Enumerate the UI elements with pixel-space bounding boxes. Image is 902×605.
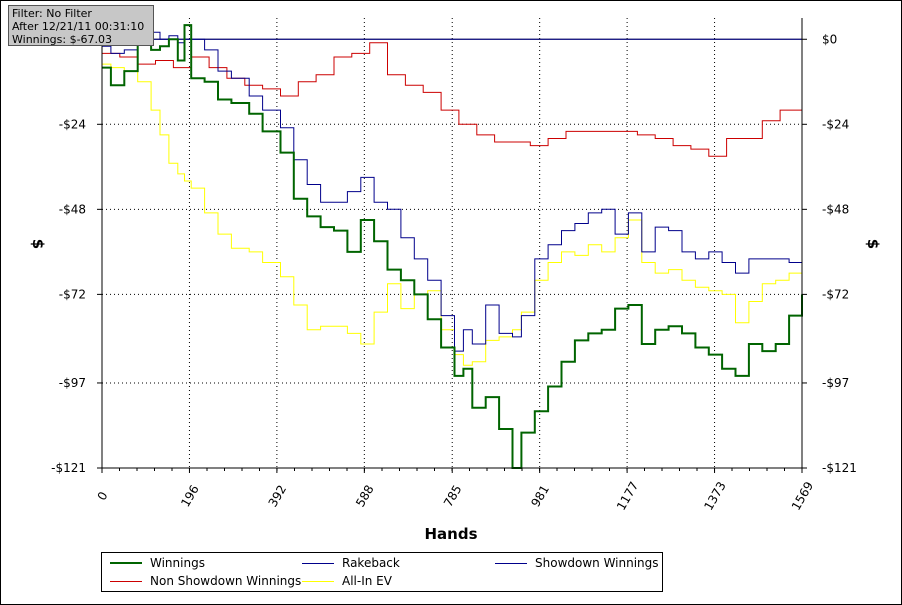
y-tick-label-right: -$24 bbox=[822, 117, 849, 131]
y-tick-label-right: -$121 bbox=[822, 461, 857, 475]
y-axis-title-right: $ bbox=[864, 239, 882, 249]
y-tick-label-left: -$97 bbox=[59, 376, 86, 390]
x-tick-label: 1569 bbox=[789, 479, 816, 512]
y-tick-label-left: -$48 bbox=[59, 202, 86, 216]
filter-label: Filter: No Filter bbox=[12, 7, 92, 20]
x-axis-title: Hands bbox=[424, 525, 477, 543]
legend: Winnings Rakeback Showdown Winnings Non … bbox=[101, 552, 663, 592]
series-line-winnings bbox=[102, 24, 803, 469]
legend-item-showdown-winnings: Showdown Winnings bbox=[495, 555, 659, 571]
legend-swatch-non-showdown-winnings bbox=[110, 580, 142, 582]
x-tick-label: 588 bbox=[353, 483, 377, 510]
legend-item-rakeback: Rakeback bbox=[302, 555, 400, 571]
legend-swatch-showdown-winnings bbox=[495, 562, 527, 564]
y-tick-label-right: -$48 bbox=[822, 202, 849, 216]
after-date-label: After 12/21/11 00:31:10 bbox=[12, 20, 145, 33]
info-box: Filter: No Filter After 12/21/11 00:31:1… bbox=[8, 5, 154, 46]
x-tick-label: 785 bbox=[441, 483, 465, 510]
legend-label-showdown-winnings: Showdown Winnings bbox=[535, 556, 659, 570]
series-lines bbox=[102, 24, 803, 469]
winnings-total-label: Winnings: $-67.03 bbox=[12, 33, 113, 46]
x-tick-label: 196 bbox=[178, 483, 202, 510]
legend-label-non-showdown-winnings: Non Showdown Winnings bbox=[150, 574, 302, 588]
x-tick-label: 0 bbox=[95, 489, 111, 503]
y-tick-label-left: -$72 bbox=[59, 287, 86, 301]
y-axis-title-left: $ bbox=[29, 239, 47, 249]
y-tick-label-left: -$121 bbox=[51, 461, 86, 475]
legend-label-rakeback: Rakeback bbox=[342, 556, 400, 570]
y-tick-label-right: -$72 bbox=[822, 287, 849, 301]
x-tick-label: 1373 bbox=[701, 479, 728, 512]
legend-label-all-in-ev: All-In EV bbox=[342, 574, 392, 588]
legend-item-non-showdown-winnings: Non Showdown Winnings bbox=[110, 573, 301, 589]
legend-item-all-in-ev: All-In EV bbox=[302, 573, 392, 589]
legend-item-winnings: Winnings bbox=[110, 555, 205, 571]
y-tick-label-right: $0 bbox=[822, 32, 837, 46]
legend-swatch-winnings bbox=[110, 562, 142, 564]
legend-label-winnings: Winnings bbox=[150, 556, 205, 570]
series-line-showdown-winnings bbox=[102, 31, 803, 352]
legend-swatch-rakeback bbox=[302, 562, 334, 564]
x-tick-label: 1177 bbox=[614, 479, 641, 512]
axes: $0$0-$24-$24-$48-$48-$72-$72-$97-$97-$12… bbox=[51, 18, 857, 513]
x-tick-label: 392 bbox=[266, 483, 290, 510]
series-line-non-showdown-winnings bbox=[102, 42, 803, 157]
grid-lines bbox=[102, 18, 802, 469]
legend-swatch-all-in-ev bbox=[302, 580, 334, 582]
y-tick-label-right: -$97 bbox=[822, 376, 849, 390]
x-tick-label: 981 bbox=[528, 483, 552, 510]
y-tick-label-left: -$24 bbox=[59, 117, 86, 131]
